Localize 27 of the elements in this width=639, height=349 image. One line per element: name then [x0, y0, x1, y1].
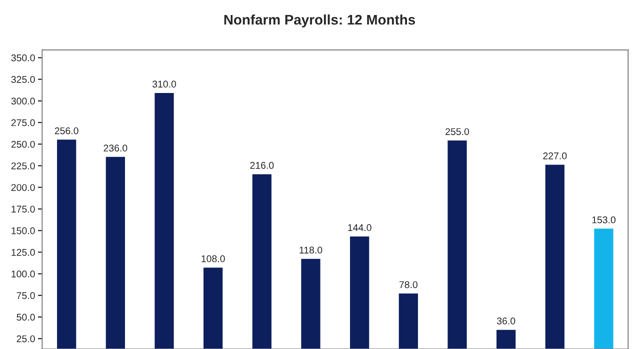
y-tick-label: 75.0 — [16, 292, 35, 300]
y-tick-label: 200.0 — [11, 184, 35, 191]
y-tick-label: 250.0 — [11, 140, 35, 148]
data-label: 118.0 — [300, 246, 322, 254]
data-label: 78.0 — [399, 281, 418, 288]
y-tick-label: 325.0 — [11, 76, 35, 83]
data-label: 255.0 — [446, 128, 470, 136]
data-label: 310.0 — [152, 80, 176, 88]
y-tick-label: 300.0 — [11, 98, 35, 105]
y-tick-label: 275.0 — [11, 119, 35, 126]
y-tick-label: 125.0 — [12, 248, 35, 256]
data-label: 236.0 — [104, 144, 128, 152]
y-tick-label: 225.0 — [11, 162, 35, 170]
y-tick-label: 50.0 — [16, 314, 35, 321]
y-tick-label: 350.0 — [11, 54, 35, 62]
y-tick-label: 150.0 — [12, 227, 35, 234]
data-label: 227.0 — [543, 152, 567, 160]
data-label: 36.0 — [496, 318, 516, 324]
y-tick-label: 100.0 — [12, 270, 35, 278]
chart-title: Nonfarm Payrolls: 12 Months — [224, 14, 416, 28]
data-label: 153.0 — [592, 216, 616, 224]
y-tick-label: 25.0 — [16, 335, 35, 342]
data-label: 256.0 — [54, 127, 78, 134]
data-label: 144.0 — [348, 224, 372, 232]
y-tick-label: 175.0 — [12, 206, 35, 213]
data-label: 216.0 — [250, 162, 274, 169]
data-label: 108.0 — [202, 255, 225, 262]
